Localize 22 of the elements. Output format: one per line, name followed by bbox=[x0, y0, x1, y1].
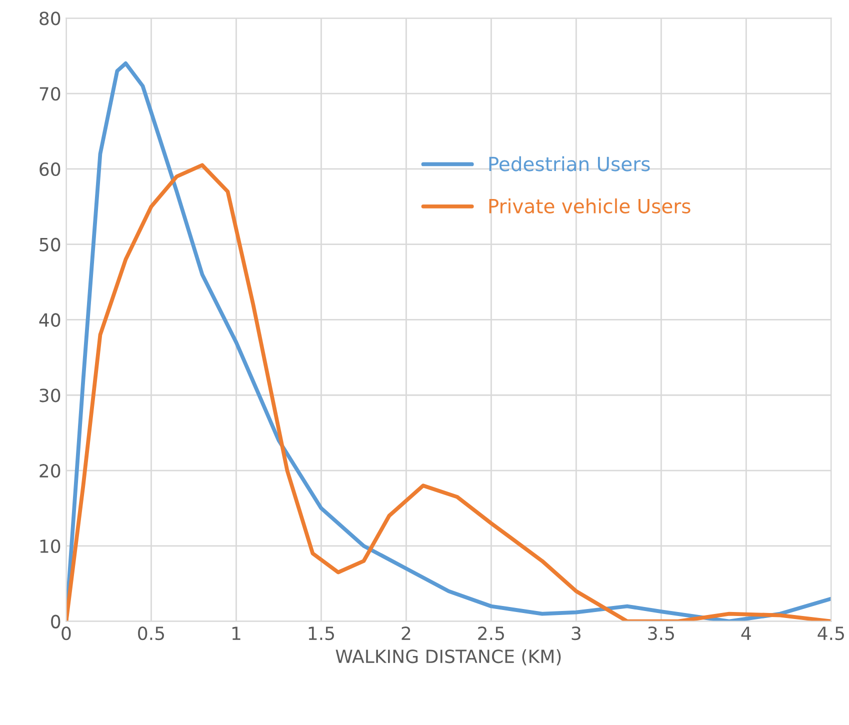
x-tick-label: 2 bbox=[402, 626, 410, 640]
y-tick-label: 20 bbox=[40, 464, 60, 478]
x-tick-label: 1.5 bbox=[308, 626, 334, 640]
y-tick-label: 40 bbox=[39, 313, 60, 327]
x-axis-title: WALKING DISTANCE (KM) bbox=[336, 649, 561, 666]
legend-label: Pedestrian Users bbox=[489, 156, 650, 172]
y-tick-label: 50 bbox=[40, 238, 60, 252]
y-tick-label: 70 bbox=[40, 86, 60, 101]
x-tick-label: 4.5 bbox=[818, 626, 844, 640]
x-tick-label: 0 bbox=[62, 626, 71, 640]
y-tick-label: 0 bbox=[51, 614, 60, 628]
x-tick-label: 4 bbox=[741, 626, 751, 640]
x-tick-label: 1 bbox=[232, 626, 240, 640]
x-tick-label: 0.5 bbox=[138, 626, 164, 640]
x-tick-label: 3.5 bbox=[648, 626, 674, 640]
legend-label: Private vehicle Users bbox=[489, 198, 690, 214]
y-tick-label: 80 bbox=[40, 12, 60, 26]
y-tick-label: 60 bbox=[40, 162, 60, 176]
x-tick-label: 2.5 bbox=[478, 626, 504, 640]
y-tick-label: 30 bbox=[40, 388, 60, 402]
x-tick-label: 3 bbox=[572, 626, 580, 640]
y-tick-label: 10 bbox=[40, 539, 60, 554]
